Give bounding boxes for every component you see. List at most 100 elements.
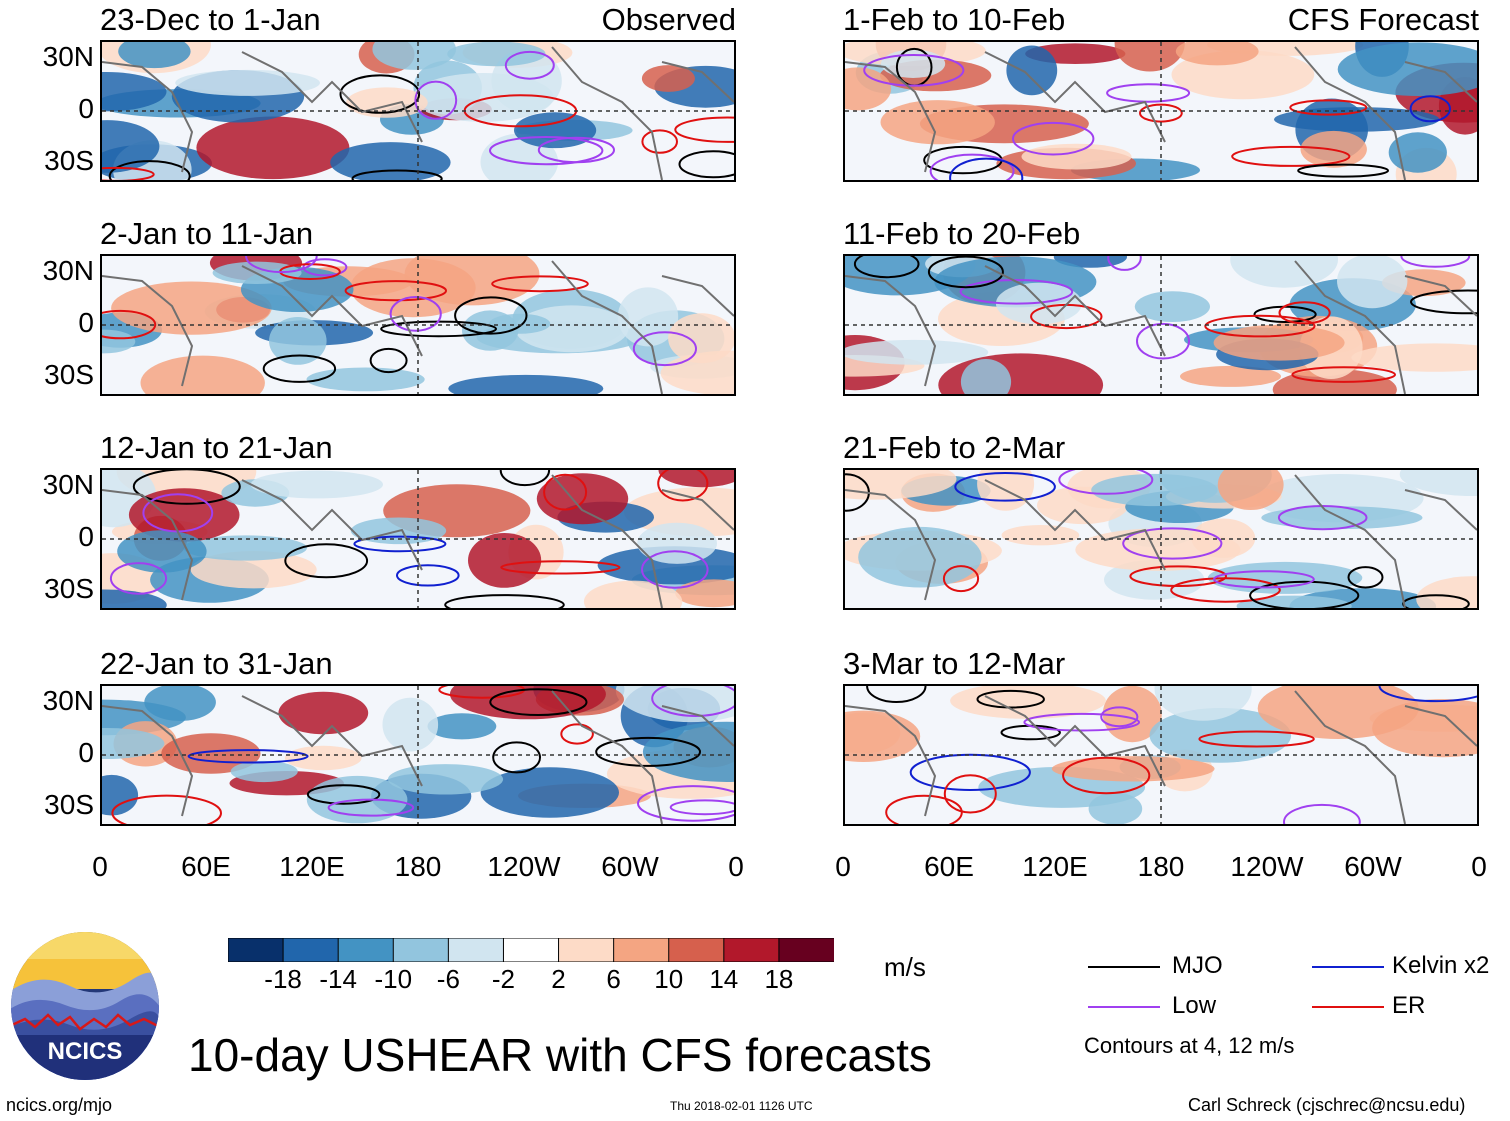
panel-title: 3-Mar to 12-Mar: [843, 646, 1066, 681]
mjo-contour: [489, 688, 588, 716]
colorbar-swatch: [502, 937, 560, 963]
positive-anomaly: [845, 470, 957, 500]
negative-anomaly: [1088, 792, 1143, 824]
er-contour: [1289, 99, 1368, 116]
coastline: [102, 275, 194, 387]
y-tick-label: 30S: [44, 789, 94, 820]
contour-note: Contours at 4, 12 m/s: [1084, 1033, 1295, 1058]
map-field: [845, 256, 1477, 394]
legend-line-er: [1312, 1006, 1384, 1008]
colorbar-tick-label: 14: [709, 964, 739, 994]
negative-anomaly: [1149, 708, 1292, 763]
mjo-contour: [1410, 289, 1477, 315]
low-contour: [1023, 712, 1140, 732]
mjo-contour: [678, 150, 734, 179]
coastline: [984, 51, 1166, 143]
colorbar-swatch: [392, 937, 450, 963]
y-tick-label: 30S: [44, 359, 94, 390]
map-field: [102, 256, 734, 394]
panel-title: 11-Feb to 20-Feb: [843, 216, 1081, 251]
negative-anomaly: [427, 713, 497, 740]
colorbar-swatch: [613, 937, 670, 963]
negative-anomaly: [387, 764, 504, 795]
positive-anomaly: [1217, 470, 1284, 510]
colorbar-tick-label: -18: [264, 964, 302, 994]
negative-anomaly: [845, 339, 989, 365]
coastline: [241, 695, 423, 787]
coastline: [661, 489, 734, 531]
low-contour: [504, 50, 555, 80]
mjo-contour: [262, 354, 337, 383]
colorbar-tick-label: -2: [491, 964, 516, 994]
coastline: [1294, 474, 1406, 608]
negative-anomaly: [1388, 132, 1447, 173]
positive-anomaly: [1416, 576, 1477, 608]
er-contour: [1278, 301, 1331, 325]
legend-label-low: Low: [1172, 992, 1217, 1019]
kelvin-contour: [396, 564, 460, 587]
er-contour: [943, 774, 997, 814]
positive-anomaly: [1021, 143, 1132, 170]
mjo-contour: [1347, 566, 1384, 589]
x-tick-label: 180: [1137, 851, 1185, 882]
mjo-contour: [492, 741, 542, 774]
positive-anomaly: [449, 686, 606, 720]
y-tick-label: 0: [78, 737, 94, 768]
positive-anomaly: [284, 745, 362, 771]
y-tick-label: 30N: [42, 469, 94, 500]
coastline: [241, 51, 423, 143]
x-tick-label: 0: [728, 851, 744, 882]
coastline: [1404, 705, 1477, 747]
positive-anomaly: [668, 313, 734, 364]
er-contour: [1129, 565, 1228, 587]
map-field: [102, 470, 734, 608]
negative-anomaly: [306, 367, 425, 392]
negative-anomaly: [514, 112, 597, 149]
units-label: m/s: [884, 952, 926, 982]
y-tick-label: 30S: [44, 573, 94, 604]
mjo-contour: [927, 256, 1004, 289]
legend-line-low: [1088, 1006, 1160, 1008]
er-contour: [657, 470, 709, 502]
positive-anomaly: [1114, 42, 1185, 72]
low-contour: [414, 80, 458, 120]
low-contour: [632, 331, 698, 367]
mjo-contour: [454, 296, 528, 335]
map-field: [845, 42, 1477, 180]
negative-anomaly: [230, 760, 298, 783]
coastline: [1404, 489, 1477, 531]
er-contour: [1139, 103, 1183, 123]
colorbar-tick-label: 10: [654, 964, 684, 994]
positive-anomaly: [1213, 324, 1345, 361]
negative-anomaly: [1091, 473, 1218, 507]
negative-anomaly: [412, 73, 554, 122]
y-tick-label: 30N: [42, 255, 94, 286]
coastline: [1404, 275, 1477, 317]
negative-anomaly: [1006, 45, 1058, 96]
low-contour: [1122, 527, 1223, 560]
colorbar-tick-label: 18: [764, 964, 794, 994]
kelvin-contour: [353, 535, 447, 553]
er-contour: [500, 560, 621, 575]
low-contour: [302, 258, 348, 277]
x-tick-label: 120W: [487, 851, 561, 882]
negative-anomaly: [642, 721, 734, 782]
low-contour: [1106, 83, 1191, 103]
er-contour: [102, 166, 155, 180]
y-tick-label: 30S: [44, 145, 94, 176]
er-contour: [111, 794, 222, 824]
negative-anomaly: [175, 69, 320, 96]
positive-anomaly: [1351, 343, 1477, 372]
low-contour: [863, 53, 965, 87]
low-contour: [929, 153, 1015, 180]
er-contour: [942, 565, 980, 593]
colorbar-swatch: [778, 937, 835, 963]
x-tick-label: 180: [394, 851, 442, 882]
negative-anomaly: [372, 42, 456, 70]
author-credit: Carl Schreck (cjschrec@ncsu.edu): [1188, 1095, 1466, 1115]
panel-title: 22-Jan to 31-Jan: [100, 646, 333, 681]
site-link[interactable]: ncics.org/mjo: [6, 1095, 113, 1115]
coastline: [845, 275, 937, 387]
colorbar-tick-label: 6: [606, 964, 621, 994]
map-field: [845, 686, 1477, 824]
